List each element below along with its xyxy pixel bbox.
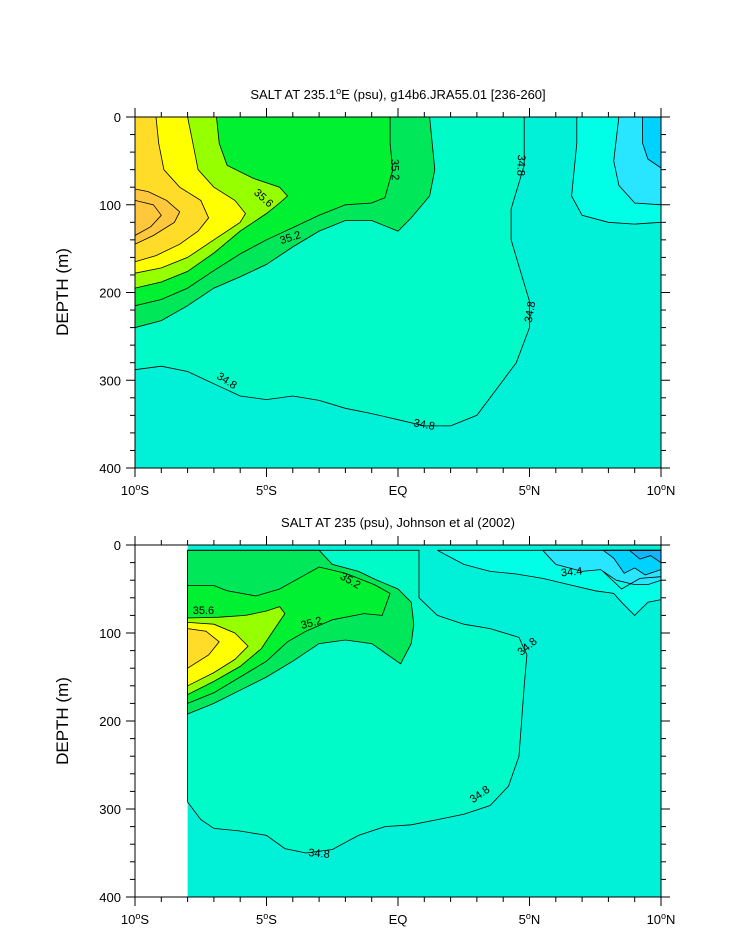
contour-label-text: 34.8 [308, 847, 330, 861]
contour-label-text: 34.4 [560, 565, 582, 579]
contour-label: 34.8 [413, 417, 436, 433]
contour-line [135, 200, 162, 236]
x-tick-label: 10oS [121, 482, 149, 498]
contour-label: 34.8 [523, 300, 539, 323]
chart-title: SALT AT 235.1oE (psu), g14b6.JRA55.01 [2… [250, 86, 545, 102]
contour-line [135, 188, 181, 245]
contour-line [187, 549, 415, 715]
y-axis-label: DEPTH (m) [53, 248, 72, 336]
y-tick-label: 400 [99, 461, 121, 476]
contour-lines [187, 549, 661, 854]
contour-lines [135, 117, 661, 427]
contour-line [135, 117, 436, 329]
contour-label-text: 35.2 [388, 159, 401, 181]
contour-line [135, 117, 394, 307]
chart-title: SALT AT 235 (psu), Johnson et al (2002) [281, 515, 515, 530]
contour-fills [187, 545, 661, 897]
contour-line [135, 117, 246, 274]
contour-line [187, 566, 391, 704]
y-tick-label: 100 [99, 626, 121, 641]
contour-line [602, 571, 661, 590]
contour-line [135, 117, 210, 263]
contour-label-text: 34.8 [523, 300, 539, 323]
contour-line [187, 621, 249, 687]
y-tick-label: 400 [99, 890, 121, 905]
y-tick-label: 100 [99, 198, 121, 213]
contour-label: 35.6 [193, 605, 214, 617]
contour-label: 34.8 [514, 154, 527, 176]
y-tick-label: 0 [114, 538, 121, 553]
contour-line [187, 628, 220, 669]
contour-label-text: 34.8 [413, 417, 436, 433]
contour-line [187, 606, 286, 696]
contour-label: 35.2 [388, 159, 401, 181]
contour-region [187, 628, 220, 669]
contour-label-text: 35.2 [300, 615, 324, 632]
contour-label: 34.4 [560, 565, 582, 579]
tick-marks [126, 536, 670, 906]
x-tick-label: 5oN [519, 911, 541, 927]
contour-line [135, 117, 289, 289]
x-tick-label: 10oS [121, 911, 149, 927]
contour-label: 34.8 [308, 847, 330, 861]
contour-region [642, 117, 661, 168]
contour-line [628, 549, 661, 564]
y-axis-label: DEPTH (m) [53, 677, 72, 765]
y-tick-label: 0 [114, 110, 121, 125]
y-tick-label: 300 [99, 373, 121, 388]
y-tick-label: 300 [99, 802, 121, 817]
contour-region [629, 550, 661, 563]
x-tick-label: EQ [389, 483, 408, 498]
contour-region [187, 567, 391, 704]
contour-line [571, 117, 661, 225]
y-tick-label: 200 [99, 286, 121, 301]
contour-line [437, 549, 661, 616]
contour-line [601, 549, 661, 576]
contour-label: 35.2 [300, 615, 324, 632]
x-tick-label: EQ [389, 912, 408, 927]
tick-marks [126, 108, 670, 477]
contour-panel-top: 35.635.235.2 34.834.834.834.8 01002003004… [53, 86, 675, 498]
y-tick-label: 200 [99, 714, 121, 729]
contour-line [135, 117, 530, 427]
contour-label-text: 34.8 [514, 154, 527, 176]
x-tick-label: 5oS [256, 482, 277, 498]
x-tick-label: 10oN [647, 911, 676, 927]
contour-line [642, 117, 661, 169]
x-tick-label: 10oN [647, 482, 676, 498]
x-tick-label: 5oS [256, 911, 277, 927]
contour-line [187, 549, 528, 854]
contour-panel-bottom: 35.635.235.2 34.434.834.834.8 01002003004… [53, 515, 675, 927]
contour-label-text: 35.6 [193, 605, 214, 617]
x-tick-label: 5oN [519, 482, 541, 498]
contour-line [613, 117, 661, 206]
contour-line [541, 549, 661, 585]
